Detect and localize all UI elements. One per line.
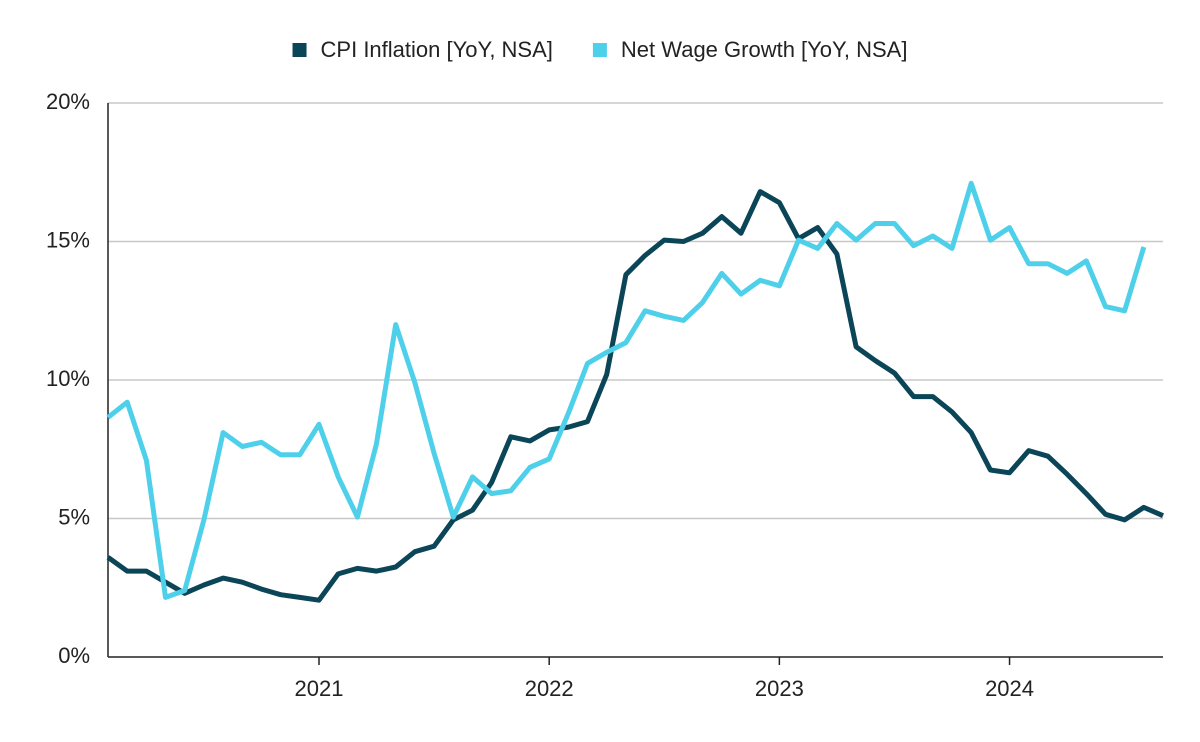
line-series [106,189,1164,603]
y-tick-label: 20% [46,89,90,114]
y-tick-label: 15% [46,227,90,252]
legend-swatch [292,43,307,57]
y-tick-label: 0% [58,643,90,668]
legend-label: CPI Inflation [YoY, NSA] [321,37,553,62]
x-tick-label: 2024 [985,676,1034,701]
y-tick-label: 10% [46,366,90,391]
x-tick-label: 2021 [295,676,344,701]
x-tick-label: 2023 [755,676,804,701]
line-series [106,180,1147,600]
y-tick-label: 5% [58,504,90,529]
legend-swatch [592,43,607,57]
legend-label: Net Wage Growth [YoY, NSA] [621,37,908,62]
x-tick-label: 2022 [525,676,574,701]
